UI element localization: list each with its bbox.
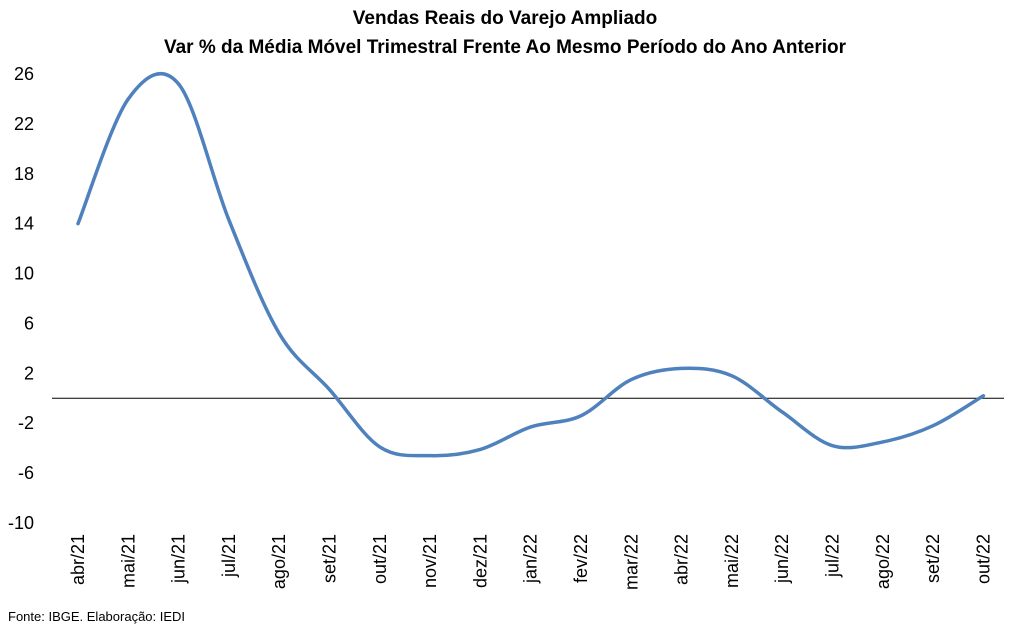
x-tick-label: fev/22 xyxy=(571,534,591,583)
y-tick-label: 14 xyxy=(14,214,34,234)
x-tick-label: jun/21 xyxy=(169,534,189,584)
x-tick-label: ago/21 xyxy=(269,534,289,589)
y-tick-label: 26 xyxy=(14,64,34,84)
y-tick-label: -2 xyxy=(18,413,34,433)
x-tick-label: set/22 xyxy=(923,534,943,583)
x-tick-label: out/22 xyxy=(973,534,993,584)
source-note: Fonte: IBGE. Elaboração: IEDI xyxy=(8,609,186,624)
x-tick-label: abr/21 xyxy=(68,534,88,585)
y-tick-label: 22 xyxy=(14,114,34,134)
x-tick-label: out/21 xyxy=(370,534,390,584)
x-tick-label: mai/21 xyxy=(118,534,138,588)
y-tick-label: -6 xyxy=(18,463,34,483)
x-tick-label: abr/22 xyxy=(672,534,692,585)
x-tick-label: set/21 xyxy=(320,534,340,583)
x-tick-label: ago/22 xyxy=(873,534,893,589)
x-tick-label: nov/21 xyxy=(420,534,440,588)
y-tick-label: 18 xyxy=(14,164,34,184)
y-axis-ticks: 26 22 18 14 10 6 2 -2 -6 -10 xyxy=(8,64,34,533)
x-tick-label: jan/22 xyxy=(521,534,541,584)
series-line xyxy=(76,71,986,458)
x-tick-label: mai/22 xyxy=(722,534,742,588)
x-tick-label: jun/22 xyxy=(772,534,792,584)
y-tick-label: 6 xyxy=(24,313,34,333)
y-tick-label: 10 xyxy=(14,264,34,284)
x-tick-label: mar/22 xyxy=(621,534,641,590)
y-tick-label: 2 xyxy=(24,363,34,383)
x-tick-label: jul/21 xyxy=(219,534,239,578)
chart-title: Vendas Reais do Varejo Ampliado xyxy=(353,8,657,29)
chart-subtitle: Var % da Média Móvel Trimestral Frente A… xyxy=(164,37,847,58)
x-tick-label: jul/22 xyxy=(823,534,843,578)
x-axis-ticks: abr/21 mai/21 jun/21 jul/21 ago/21 set/21 out/… xyxy=(68,534,993,590)
y-tick-label: -10 xyxy=(8,513,34,533)
x-tick-label: dez/21 xyxy=(470,534,490,588)
